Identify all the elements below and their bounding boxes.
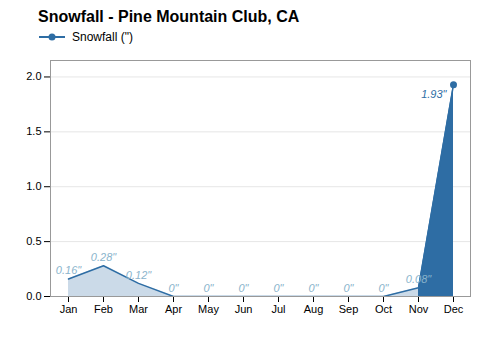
svg-text:2.0: 2.0 — [26, 70, 41, 82]
svg-text:1.5: 1.5 — [26, 125, 41, 137]
svg-text:0.5: 0.5 — [26, 235, 41, 247]
svg-text:Nov: Nov — [409, 303, 429, 315]
svg-text:May: May — [198, 303, 219, 315]
svg-text:0": 0" — [273, 282, 284, 294]
html-text:Snowfall ("): Snowfall (") — [72, 30, 133, 44]
svg-text:Dec: Dec — [444, 303, 464, 315]
svg-text:0.12": 0.12" — [126, 269, 152, 281]
svg-text:1.93": 1.93" — [421, 88, 447, 100]
svg-text:Mar: Mar — [129, 303, 148, 315]
svg-text:Aug: Aug — [304, 303, 324, 315]
html-text:Snowfall - Pine Mountain Club,: Snowfall - Pine Mountain Club, CA — [38, 8, 300, 25]
svg-text:Oct: Oct — [375, 303, 392, 315]
svg-text:Jun: Jun — [235, 303, 253, 315]
svg-text:1.0: 1.0 — [26, 180, 41, 192]
svg-text:Feb: Feb — [94, 303, 113, 315]
svg-text:0": 0" — [168, 282, 179, 294]
svg-text:0.0: 0.0 — [26, 290, 41, 302]
svg-text:Jan: Jan — [60, 303, 78, 315]
svg-text:0": 0" — [308, 282, 319, 294]
svg-text:0": 0" — [238, 282, 249, 294]
svg-text:0": 0" — [343, 282, 354, 294]
svg-text:Apr: Apr — [165, 303, 182, 315]
svg-text:Sep: Sep — [339, 303, 359, 315]
svg-text:Jul: Jul — [271, 303, 285, 315]
svg-text:0": 0" — [378, 282, 389, 294]
svg-text:0.16": 0.16" — [56, 264, 82, 276]
svg-text:0.28": 0.28" — [91, 251, 117, 263]
svg-text:0": 0" — [203, 282, 214, 294]
svg-text:0.08": 0.08" — [406, 273, 432, 285]
